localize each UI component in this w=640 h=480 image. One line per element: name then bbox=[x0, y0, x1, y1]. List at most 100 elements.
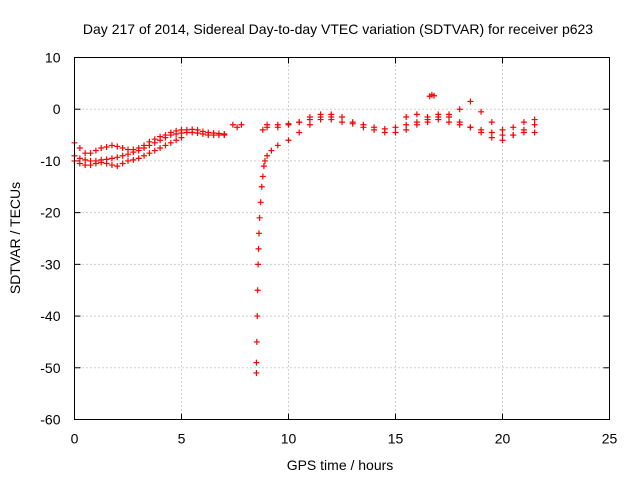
data-point bbox=[424, 116, 431, 123]
data-point bbox=[108, 162, 115, 169]
data-point bbox=[108, 142, 115, 149]
data-point bbox=[510, 132, 517, 139]
data-point bbox=[125, 146, 131, 153]
data-point bbox=[167, 139, 174, 146]
data-point bbox=[531, 116, 538, 123]
data-point bbox=[234, 124, 241, 131]
data-point bbox=[119, 145, 126, 151]
x-tick-labels: 0 5 10 15 20 25 bbox=[71, 431, 618, 447]
data-point bbox=[499, 137, 506, 144]
data-point bbox=[403, 126, 410, 133]
x-tick-label: 20 bbox=[495, 431, 511, 447]
plot-frame bbox=[74, 57, 610, 420]
data-point bbox=[98, 159, 105, 166]
data-point bbox=[215, 130, 222, 137]
y-tick-label: -30 bbox=[40, 256, 60, 272]
data-point bbox=[403, 121, 410, 128]
data-point bbox=[403, 113, 410, 120]
y-tick-label: -20 bbox=[40, 205, 60, 221]
data-point bbox=[467, 98, 474, 105]
data-point bbox=[435, 113, 442, 120]
data-point bbox=[371, 126, 378, 133]
y-tick-label: -60 bbox=[40, 412, 60, 428]
y-tick-labels: 10 0 -10 -20 -30 -40 -50 -60 bbox=[40, 50, 60, 428]
data-point bbox=[446, 119, 452, 126]
data-point bbox=[328, 116, 335, 123]
data-point bbox=[264, 121, 271, 128]
data-point bbox=[173, 127, 180, 134]
data-point bbox=[178, 126, 185, 133]
data-point bbox=[130, 156, 137, 163]
data-point bbox=[87, 162, 94, 169]
grid-lines bbox=[74, 57, 610, 420]
axis-ticks bbox=[74, 57, 610, 420]
data-point bbox=[103, 143, 110, 150]
data-point bbox=[135, 145, 142, 151]
data-point bbox=[488, 134, 495, 141]
data-point bbox=[328, 111, 335, 118]
y-tick-label: 10 bbox=[45, 50, 61, 66]
data-point bbox=[151, 147, 158, 154]
data-point bbox=[360, 124, 367, 131]
data-point bbox=[520, 119, 527, 126]
data-point bbox=[306, 121, 313, 128]
data-point bbox=[162, 132, 169, 139]
data-point bbox=[488, 119, 495, 126]
data-point bbox=[199, 128, 206, 135]
data-point bbox=[87, 150, 94, 157]
data-point bbox=[114, 154, 121, 161]
data-point bbox=[173, 137, 180, 144]
data-point bbox=[130, 146, 137, 153]
data-point bbox=[76, 160, 83, 167]
data-point bbox=[253, 359, 260, 366]
data-point bbox=[92, 160, 99, 167]
data-point bbox=[478, 129, 485, 136]
x-tick-label: 10 bbox=[281, 431, 297, 447]
data-point bbox=[531, 129, 538, 136]
data-point bbox=[103, 160, 110, 167]
chart-title: Day 217 of 2014, Sidereal Day-to-day VTE… bbox=[83, 21, 593, 37]
data-point bbox=[256, 214, 263, 221]
data-point bbox=[221, 131, 228, 138]
data-point bbox=[260, 163, 267, 170]
data-point bbox=[253, 369, 260, 376]
data-point bbox=[183, 126, 190, 133]
data-point bbox=[431, 92, 438, 99]
data-point bbox=[82, 156, 89, 163]
y-tick-label: 0 bbox=[53, 101, 61, 117]
data-point bbox=[255, 230, 262, 237]
y-tick-label: -10 bbox=[40, 153, 60, 169]
data-point bbox=[119, 160, 126, 167]
data-point bbox=[157, 133, 164, 140]
data-point bbox=[467, 124, 474, 131]
data-point bbox=[98, 145, 105, 151]
data-point bbox=[253, 338, 260, 345]
data-point bbox=[229, 121, 236, 128]
data-point bbox=[119, 152, 126, 159]
data-point bbox=[76, 145, 83, 151]
data-point bbox=[520, 126, 527, 133]
data-point bbox=[339, 119, 345, 126]
data-point bbox=[488, 129, 495, 136]
data-point bbox=[499, 132, 506, 139]
data-point bbox=[254, 287, 261, 294]
data-point bbox=[339, 113, 345, 120]
y-tick-label: -50 bbox=[40, 360, 60, 376]
data-point bbox=[499, 126, 506, 133]
data-point bbox=[478, 108, 485, 115]
data-point bbox=[274, 121, 281, 128]
data-point bbox=[531, 121, 538, 128]
data-point bbox=[167, 129, 174, 136]
data-point bbox=[151, 136, 158, 143]
data-point bbox=[114, 163, 121, 170]
data-point bbox=[92, 147, 99, 154]
data-point bbox=[162, 142, 169, 149]
y-tick-label: -40 bbox=[40, 308, 60, 324]
data-point bbox=[205, 129, 212, 136]
data-point bbox=[141, 142, 148, 149]
data-point bbox=[381, 129, 388, 136]
data-point bbox=[349, 119, 356, 126]
data-point bbox=[114, 143, 121, 150]
data-points bbox=[71, 91, 538, 376]
data-point bbox=[178, 134, 185, 141]
